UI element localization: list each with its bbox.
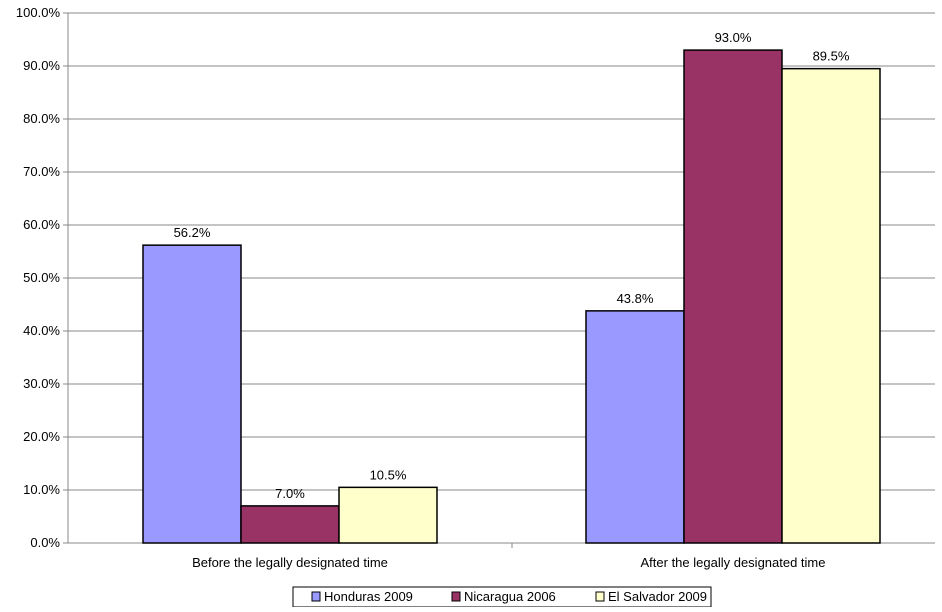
data-label: 93.0% bbox=[715, 30, 752, 45]
y-tick-label: 70.0% bbox=[23, 164, 60, 179]
legend-label: Nicaragua 2006 bbox=[464, 589, 556, 604]
y-tick-label: 40.0% bbox=[23, 323, 60, 338]
y-tick-label: 60.0% bbox=[23, 217, 60, 232]
y-tick-label: 90.0% bbox=[23, 58, 60, 73]
y-tick-label: 80.0% bbox=[23, 111, 60, 126]
data-label: 43.8% bbox=[617, 291, 654, 306]
legend-swatch bbox=[595, 591, 605, 602]
y-tick-label: 20.0% bbox=[23, 429, 60, 444]
legend-label: Honduras 2009 bbox=[324, 589, 413, 604]
legend-label: El Salvador 2009 bbox=[608, 589, 707, 604]
data-label: 7.0% bbox=[275, 486, 305, 501]
data-label: 56.2% bbox=[174, 225, 211, 240]
bar bbox=[585, 310, 685, 544]
legend-swatch bbox=[451, 591, 461, 602]
bar bbox=[683, 49, 783, 544]
bar bbox=[142, 244, 242, 544]
category-label: Before the legally designated time bbox=[192, 555, 388, 570]
category-label: After the legally designated time bbox=[641, 555, 826, 570]
y-tick-label: 10.0% bbox=[23, 482, 60, 497]
bar bbox=[338, 486, 438, 544]
y-tick-label: 30.0% bbox=[23, 376, 60, 391]
legend-swatch bbox=[311, 591, 321, 602]
y-tick-label: 0.0% bbox=[30, 535, 60, 550]
y-tick-label: 50.0% bbox=[23, 270, 60, 285]
bar bbox=[240, 505, 340, 544]
data-label: 89.5% bbox=[813, 49, 850, 64]
bar bbox=[781, 67, 881, 544]
data-label: 10.5% bbox=[370, 467, 407, 482]
y-tick-label: 100.0% bbox=[16, 5, 61, 20]
